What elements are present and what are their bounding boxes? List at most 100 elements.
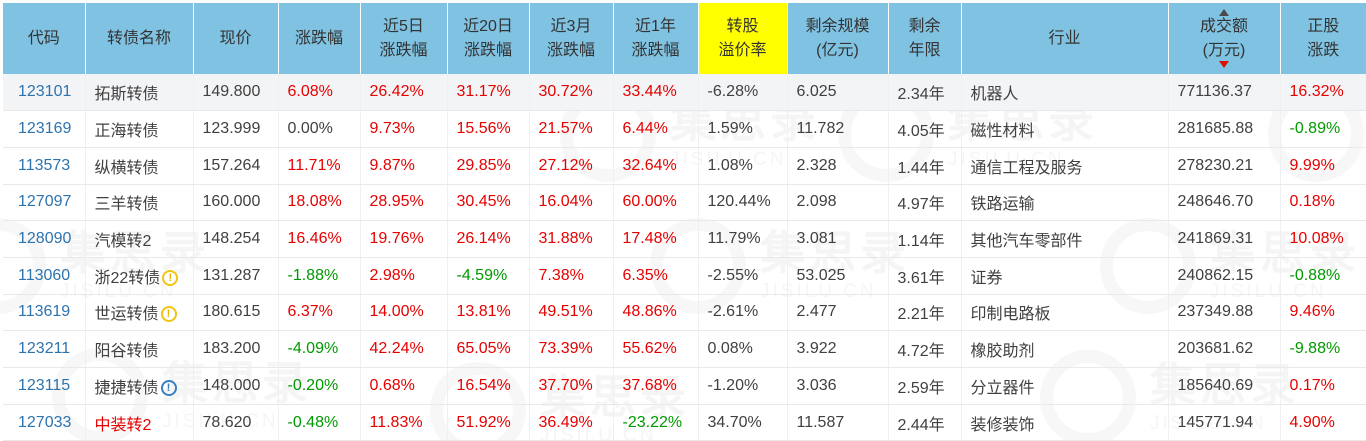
cell-premium: 1.08% xyxy=(698,147,788,185)
cell-y1: 48.86% xyxy=(613,294,699,332)
cell-code[interactable]: 123115 xyxy=(3,367,86,405)
cell-name: 拓斯转债 xyxy=(85,74,194,112)
table-row[interactable]: 128090 汽模转2 148.254 16.46% 19.76% 26.14% 31.… xyxy=(3,220,1366,258)
cell-code[interactable]: 123211 xyxy=(3,330,86,368)
col-header-label: 成交额 (万元) xyxy=(1199,18,1248,59)
cell-chg: 0.00% xyxy=(278,110,361,148)
col-header-y1[interactable]: 近1年 涨跌幅 xyxy=(613,3,699,74)
sort-asc-icon[interactable] xyxy=(1219,9,1229,16)
convertible-bond-table: 代码 转债名称 现价 涨跌幅 近5日 涨跌幅 近20日 涨跌幅 近3月 涨跌幅 xyxy=(3,3,1366,441)
bond-name-link[interactable]: 纵横转债 xyxy=(94,159,159,177)
cell-code[interactable]: 113060 xyxy=(3,257,86,295)
cell-code[interactable]: 123169 xyxy=(3,110,86,148)
col-header-industry[interactable]: 行业 xyxy=(961,3,1169,74)
cell-chg: 16.46% xyxy=(278,220,361,258)
bond-name-link[interactable]: 汽模转2 xyxy=(94,233,152,251)
cell-code[interactable]: 113573 xyxy=(3,147,86,185)
bond-name-link[interactable]: 世运转债 xyxy=(94,306,159,324)
sort-desc-icon[interactable] xyxy=(1219,61,1229,68)
cell-turnover: 241869.31 xyxy=(1168,220,1281,258)
info-icon[interactable]: ! xyxy=(160,379,177,396)
table-row[interactable]: 113573 纵横转债 157.264 11.71% 9.87% 29.85% 27.1… xyxy=(3,147,1366,185)
cell-m3: 37.70% xyxy=(529,367,614,405)
col-header-label: 行业 xyxy=(1048,29,1081,47)
col-header-code[interactable]: 代码 xyxy=(3,3,86,74)
col-header-d5[interactable]: 近5日 涨跌幅 xyxy=(360,3,448,74)
cell-size: 11.587 xyxy=(787,404,889,441)
cell-industry: 铁路运输 xyxy=(961,184,1169,222)
cell-code[interactable]: 128090 xyxy=(3,220,86,258)
table-row[interactable]: 113619 世运转债! 180.615 6.37% 14.00% 13.81% 49.… xyxy=(3,294,1366,332)
cell-y1: 32.64% xyxy=(613,147,699,185)
col-header-chg[interactable]: 涨跌幅 xyxy=(278,3,361,74)
cell-name: 正海转债 xyxy=(85,110,194,148)
cell-code[interactable]: 123101 xyxy=(3,74,86,112)
cell-d5: 2.98% xyxy=(360,257,448,295)
cell-m3: 27.12% xyxy=(529,147,614,185)
col-header-size[interactable]: 剩余规模 (亿元) xyxy=(787,3,889,74)
col-header-turnover[interactable]: 成交额 (万元) xyxy=(1168,3,1281,74)
col-header-name[interactable]: 转债名称 xyxy=(85,3,194,74)
cell-m3: 31.88% xyxy=(529,220,614,258)
warning-icon[interactable]: ! xyxy=(162,269,179,286)
cell-stock: 9.99% xyxy=(1280,147,1366,185)
table-row[interactable]: 123211 阳谷转债 183.200 -4.09% 42.24% 65.05% 73.… xyxy=(3,330,1366,368)
cell-size: 2.098 xyxy=(787,184,889,222)
col-header-label: 剩余 年限 xyxy=(908,18,941,59)
cell-premium: 120.44% xyxy=(698,184,788,222)
cell-code[interactable]: 113619 xyxy=(3,294,86,332)
cell-name: 汽模转2 xyxy=(85,220,194,258)
cell-chg: 11.71% xyxy=(278,147,361,185)
cell-stock: -0.88% xyxy=(1280,257,1366,295)
cell-code[interactable]: 127097 xyxy=(3,184,86,222)
cell-size: 2.477 xyxy=(787,294,889,332)
cell-price: 148.000 xyxy=(193,367,279,405)
col-header-d20[interactable]: 近20日 涨跌幅 xyxy=(447,3,530,74)
cell-premium: 34.70% xyxy=(698,404,788,441)
table-row[interactable]: 123169 正海转债 123.999 0.00% 9.73% 15.56% 21.57… xyxy=(3,110,1366,148)
cell-years: 2.44年 xyxy=(888,404,962,441)
col-header-label: 转债名称 xyxy=(106,29,171,47)
cell-d20: 30.45% xyxy=(447,184,530,222)
cell-industry: 装修装饰 xyxy=(961,404,1169,441)
cell-y1: 6.35% xyxy=(613,257,699,295)
cell-industry: 证券 xyxy=(961,257,1169,295)
cell-m3: 49.51% xyxy=(529,294,614,332)
cell-chg: 6.08% xyxy=(278,74,361,112)
bond-name-link[interactable]: 三羊转债 xyxy=(94,196,159,214)
cell-d5: 19.76% xyxy=(360,220,448,258)
col-header-premium[interactable]: 转股 溢价率 xyxy=(698,3,788,74)
col-header-price[interactable]: 现价 xyxy=(193,3,279,74)
bond-name-link[interactable]: 拓斯转债 xyxy=(94,86,159,104)
table-row[interactable]: 123115 捷捷转债! 148.000 -0.20% 0.68% 16.54% 37.… xyxy=(3,367,1366,405)
bond-name-link[interactable]: 阳谷转债 xyxy=(94,343,159,361)
cell-name: 捷捷转债! xyxy=(85,367,194,405)
cell-y1: -23.22% xyxy=(613,404,699,441)
table-row[interactable]: 123101 拓斯转债 149.800 6.08% 26.42% 31.17% 30.7… xyxy=(3,74,1366,112)
col-header-stock[interactable]: 正股 涨跌 xyxy=(1280,3,1366,74)
bond-name-link[interactable]: 捷捷转债 xyxy=(94,379,159,397)
cell-industry: 印制电路板 xyxy=(961,294,1169,332)
warning-icon[interactable]: ! xyxy=(160,306,177,323)
cell-code[interactable]: 127033 xyxy=(3,404,86,441)
cell-turnover: 240862.15 xyxy=(1168,257,1281,295)
col-header-m3[interactable]: 近3月 涨跌幅 xyxy=(529,3,614,74)
cell-turnover: 278230.21 xyxy=(1168,147,1281,185)
table-row[interactable]: 113060 浙22转债! 131.287 -1.88% 2.98% -4.59% 7.… xyxy=(3,257,1366,295)
cell-d20: 31.17% xyxy=(447,74,530,112)
cell-chg: -0.20% xyxy=(278,367,361,405)
bond-name-link[interactable]: 浙22转债 xyxy=(94,269,161,287)
cell-years: 3.61年 xyxy=(888,257,962,295)
bond-name-link[interactable]: 正海转债 xyxy=(94,123,159,141)
col-header-years[interactable]: 剩余 年限 xyxy=(888,3,962,74)
col-header-label: 现价 xyxy=(219,29,252,47)
table-row[interactable]: 127097 三羊转债 160.000 18.08% 28.95% 30.45% 16.… xyxy=(3,184,1366,222)
cell-y1: 6.44% xyxy=(613,110,699,148)
bond-name-link[interactable]: 中装转2 xyxy=(94,416,152,434)
cell-size: 3.922 xyxy=(787,330,889,368)
table-row[interactable]: 127033 中装转2 78.620 -0.48% 11.83% 51.92% 36.4… xyxy=(3,404,1366,441)
cell-name: 浙22转债! xyxy=(85,257,194,295)
cell-years: 4.97年 xyxy=(888,184,962,222)
cell-price: 78.620 xyxy=(193,404,279,441)
cell-chg: -4.09% xyxy=(278,330,361,368)
